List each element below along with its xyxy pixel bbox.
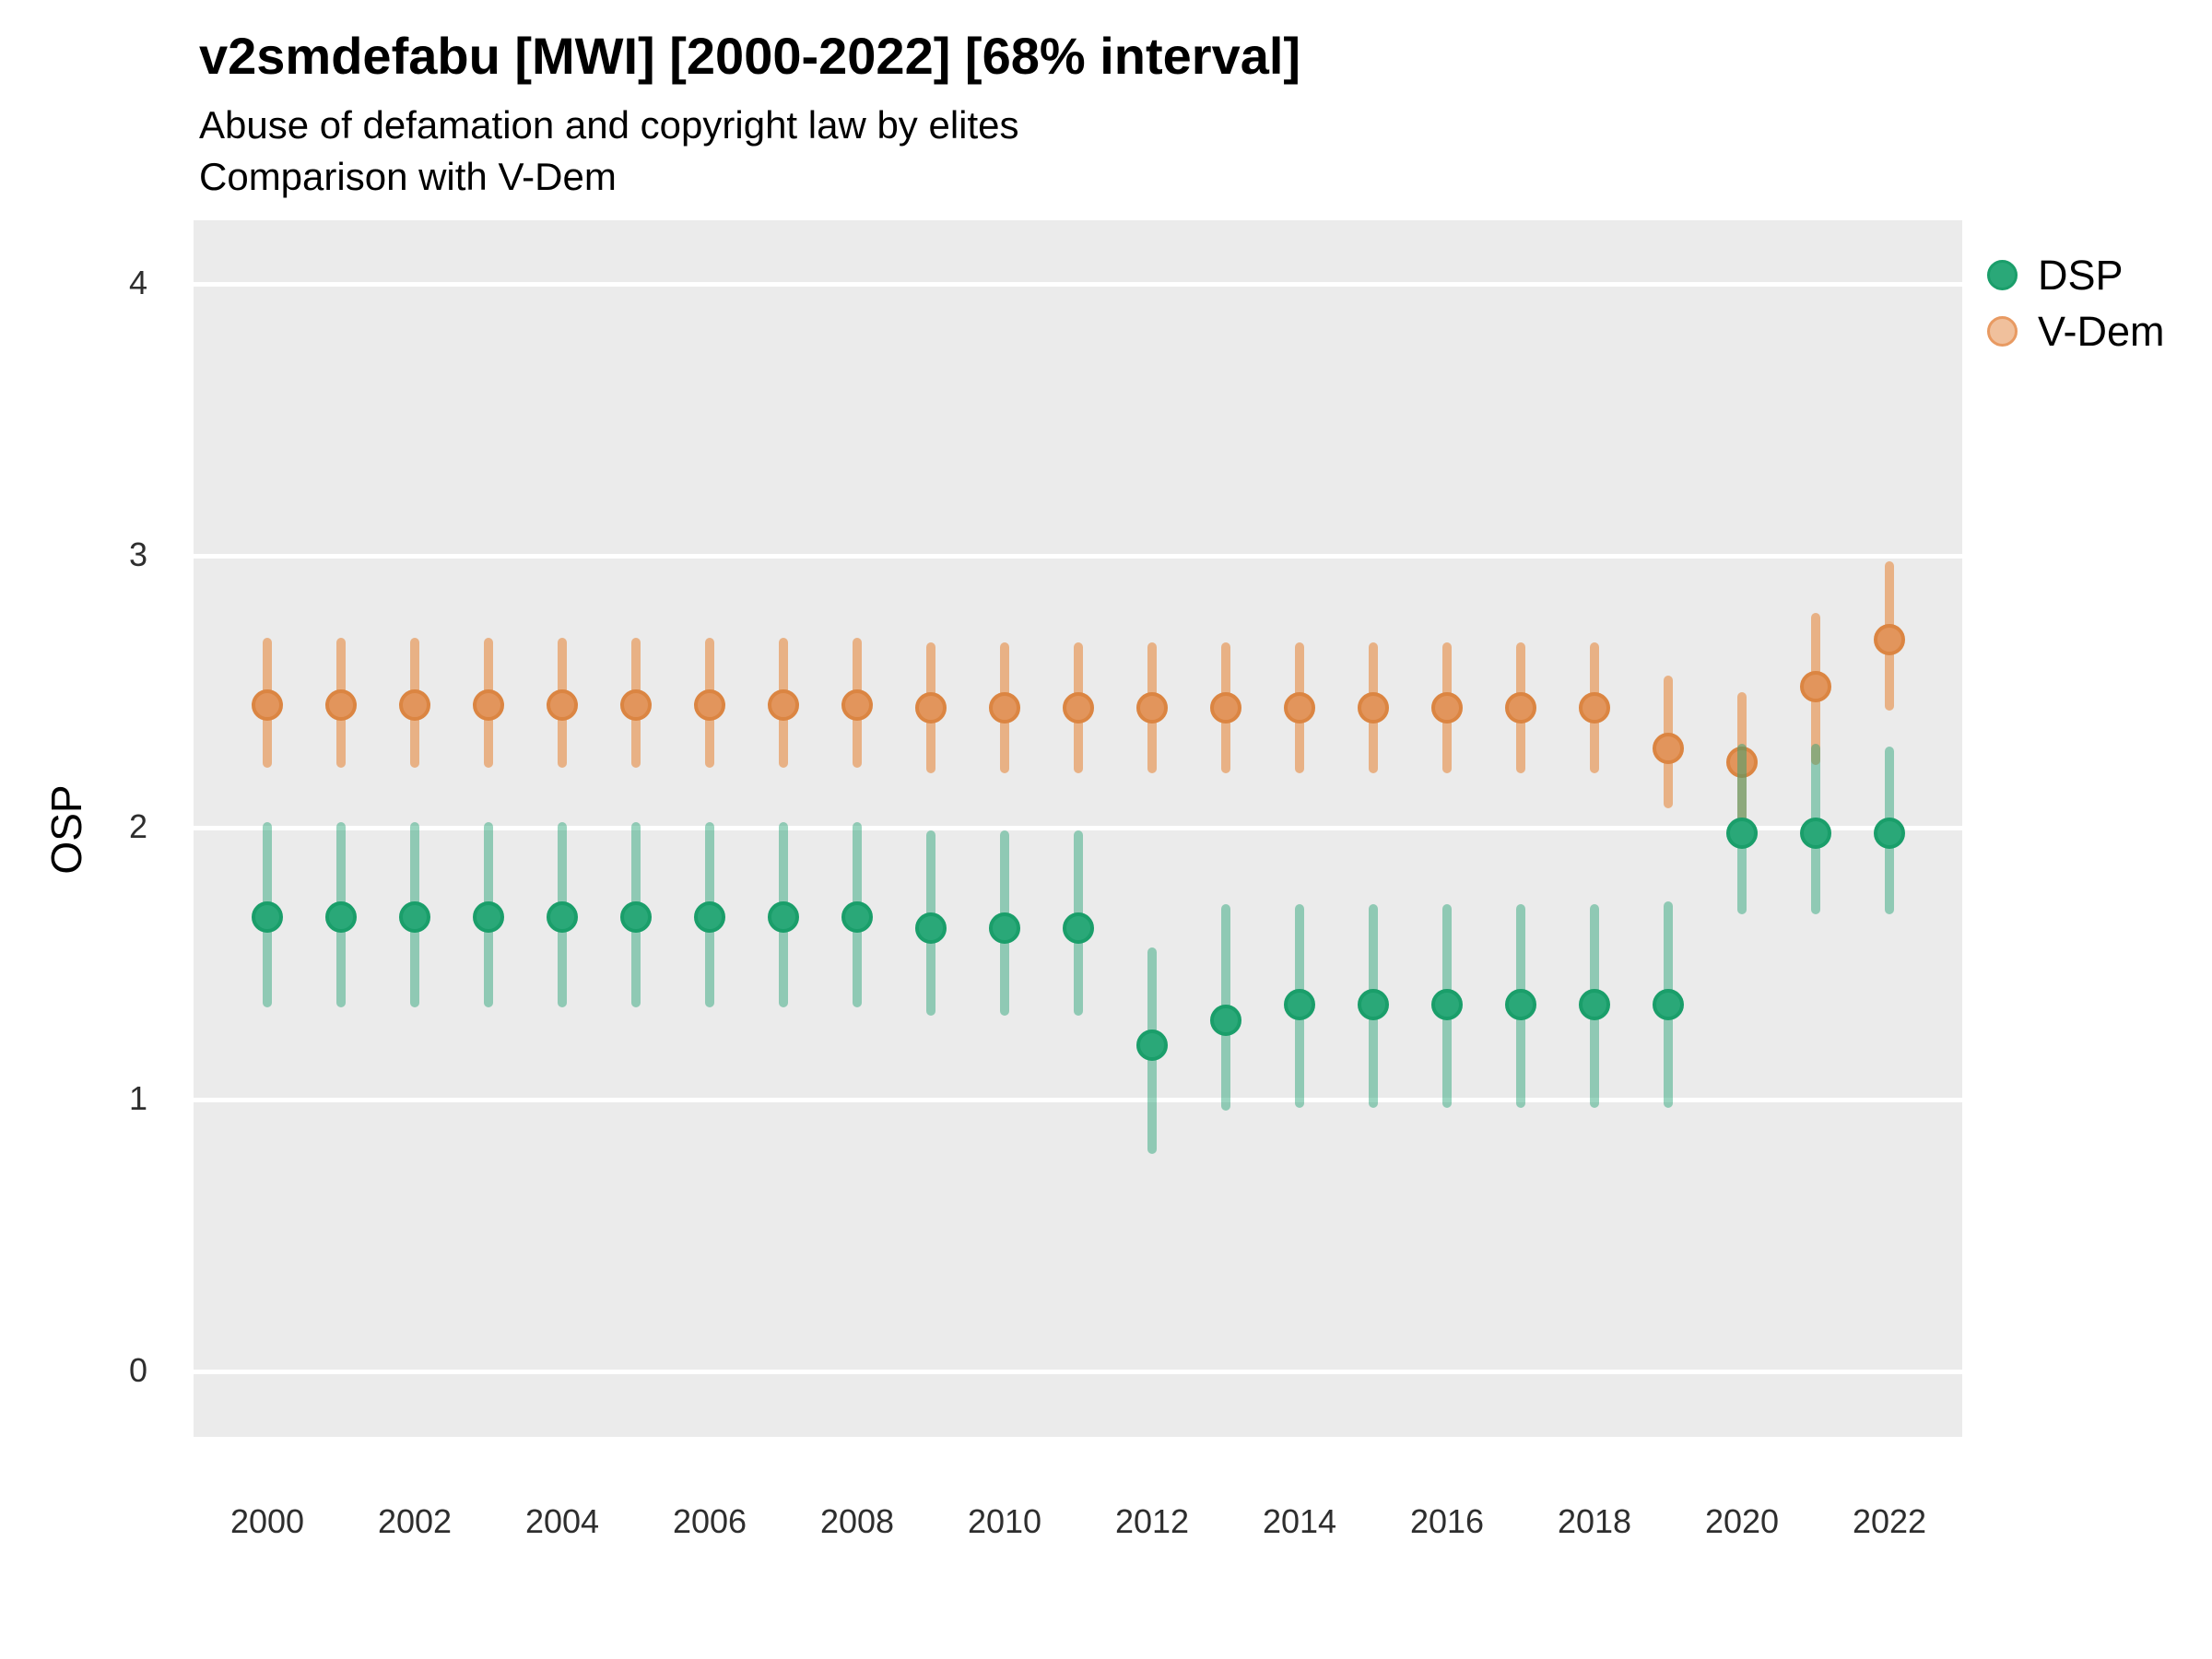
dsp-point <box>694 901 725 934</box>
dsp-point <box>1726 817 1758 849</box>
y-tick-label: 3 <box>128 535 147 573</box>
v-dem-point <box>1579 692 1610 724</box>
dsp-point <box>1505 988 1536 1020</box>
v-dem-point <box>1653 733 1684 765</box>
v-dem-point <box>1210 692 1241 724</box>
v-dem-point <box>694 689 725 722</box>
legend-label: DSP <box>2038 251 2124 299</box>
v-dem-point <box>547 689 578 722</box>
series-layer-dsp <box>194 220 1962 1437</box>
dsp-point <box>1210 1005 1241 1037</box>
dsp-point <box>1579 988 1610 1020</box>
v-dem-point <box>989 692 1020 724</box>
x-tick-label: 2014 <box>1262 1502 1337 1540</box>
x-tick-label: 2012 <box>1114 1502 1190 1540</box>
chart-subtitle: Abuse of defamation and copyright law by… <box>199 103 1019 147</box>
y-tick-label: 4 <box>128 264 147 301</box>
x-tick-label: 2000 <box>229 1502 305 1540</box>
v-dem-point <box>1505 692 1536 724</box>
legend: DSP V-Dem <box>1987 247 2165 359</box>
x-tick-label: 2010 <box>967 1502 1042 1540</box>
x-tick-label: 2004 <box>524 1502 600 1540</box>
plot-panel <box>194 220 1962 1437</box>
dsp-point <box>1136 1030 1168 1061</box>
v-dem-point <box>1358 692 1389 724</box>
x-tick-label: 2006 <box>672 1502 747 1540</box>
legend-marker-v-dem <box>1987 316 2018 347</box>
dsp-point <box>1800 817 1831 849</box>
y-tick-label: 0 <box>128 1351 147 1389</box>
gridline-y-1 <box>194 1097 1962 1102</box>
v-dem-point <box>1726 747 1758 779</box>
x-tick-label: 2018 <box>1557 1502 1632 1540</box>
v-dem-point <box>1800 670 1831 702</box>
x-tick-label: 2008 <box>819 1502 895 1540</box>
chart-title: v2smdefabu [MWI] [2000-2022] [68% interv… <box>199 27 1301 85</box>
x-tick-label: 2002 <box>377 1502 453 1540</box>
x-tick-label: 2022 <box>1852 1502 1927 1540</box>
y-tick-label: 1 <box>128 1079 147 1117</box>
v-dem-point <box>841 689 873 722</box>
dsp-point <box>325 901 357 934</box>
legend-label: V-Dem <box>2038 307 2165 355</box>
chart-subtitle-comparison: Comparison with V-Dem <box>199 155 617 198</box>
dsp-point <box>252 901 283 934</box>
v-dem-point <box>768 689 799 722</box>
dsp-point <box>399 901 430 934</box>
dsp-point <box>547 901 578 934</box>
y-tick-label: 2 <box>128 807 147 845</box>
legend-marker-dsp <box>1987 260 2018 290</box>
x-tick-label: 2020 <box>1704 1502 1780 1540</box>
dsp-point <box>1284 988 1315 1020</box>
v-dem-point <box>1431 692 1463 724</box>
series-layer-v-dem <box>194 220 1962 1437</box>
v-dem-point <box>473 689 504 722</box>
dsp-point <box>1653 988 1684 1020</box>
gridline-y-4 <box>194 281 1962 287</box>
dsp-point <box>1874 817 1905 849</box>
dsp-point <box>915 912 947 945</box>
dsp-point <box>989 912 1020 945</box>
legend-item-v-dem: V-Dem <box>1987 303 2165 359</box>
dsp-point <box>473 901 504 934</box>
gridline-y-0 <box>194 1369 1962 1374</box>
v-dem-point <box>620 689 652 722</box>
dsp-point <box>620 901 652 934</box>
v-dem-point <box>915 692 947 724</box>
v-dem-point <box>1063 692 1094 724</box>
v-dem-point <box>325 689 357 722</box>
v-dem-point <box>1136 692 1168 724</box>
dsp-point <box>1063 912 1094 945</box>
v-dem-point <box>399 689 430 722</box>
dsp-point <box>841 901 873 934</box>
dsp-point <box>1358 988 1389 1020</box>
x-tick-label: 2016 <box>1409 1502 1485 1540</box>
gridline-y-3 <box>194 553 1962 559</box>
v-dem-point <box>252 689 283 722</box>
legend-item-dsp: DSP <box>1987 247 2165 303</box>
dsp-point <box>1431 988 1463 1020</box>
dsp-point <box>768 901 799 934</box>
v-dem-point <box>1284 692 1315 724</box>
v-dem-point <box>1874 624 1905 656</box>
gridline-y-2 <box>194 825 1962 830</box>
